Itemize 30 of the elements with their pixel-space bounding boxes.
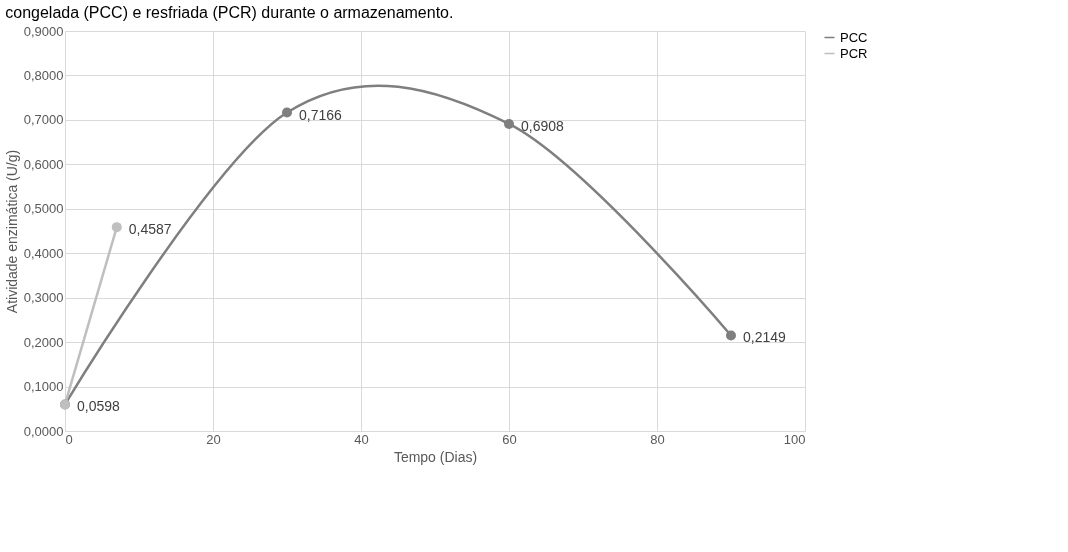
y-axis-title: Atividade enzimática (U/g) [3,149,20,314]
legend-label: PCC [840,29,868,45]
point [111,222,122,233]
legend-label: PCR [840,45,868,61]
x-tick-label: 20 [206,431,221,447]
y-tick-label: 0,5000 [23,201,64,217]
y-tick-label: 0,4000 [23,245,64,261]
y-tick-label: 0,3000 [23,290,64,306]
point [282,107,292,118]
y-tick-label: 0,2000 [23,334,64,350]
data-label: 0,7166 [299,106,343,123]
y-tick-label: 0,6000 [23,156,64,172]
y-tick-label: 0,9000 [23,23,64,39]
data-label: 0,4587 [128,221,172,238]
data-label: 0,0598 [77,398,121,415]
x-tick-label: 60 [502,431,517,447]
data-label: 0,2149 [743,329,787,346]
y-tick-label: 0,8000 [23,67,64,83]
x-tick-label: 0 [65,431,73,447]
point [504,118,514,129]
y-tick-label: 0,0000 [23,423,64,439]
x-tick-label: 40 [354,431,369,447]
y-tick-label: 0,1000 [23,379,64,395]
point [726,330,736,341]
x-tick-label: 80 [650,431,665,447]
x-axis-title: Tempo (Dias) [393,448,478,465]
data-label: 0,6908 [521,117,565,134]
y-tick-label: 0,7000 [23,112,64,128]
chart-title: congelada (PCC) e resfriada (PCR) durante o armazenamento. [5,4,454,21]
x-tick-label: 100 [783,431,806,447]
